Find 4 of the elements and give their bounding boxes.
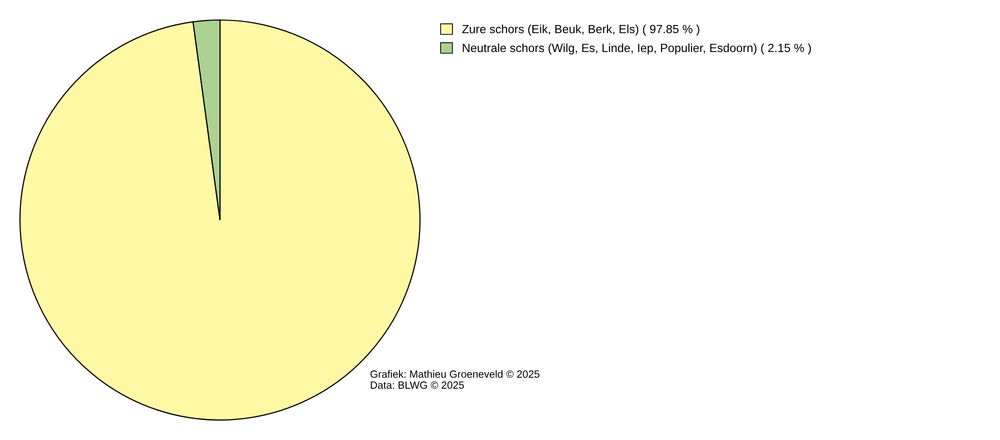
legend-label: Neutrale schors (Wilg, Es, Linde, Iep, Populier, Esdoorn) ( 2.15 % ) (462, 43, 811, 54)
text: Grafiek: Mathieu Groeneveld © 2025 (370, 370, 540, 378)
legend-label: Zure schors (Eik, Beuk, Berk, Els) ( 97.85 % ) (462, 24, 700, 36)
text: Data: BLWG © 2025 (370, 381, 464, 389)
